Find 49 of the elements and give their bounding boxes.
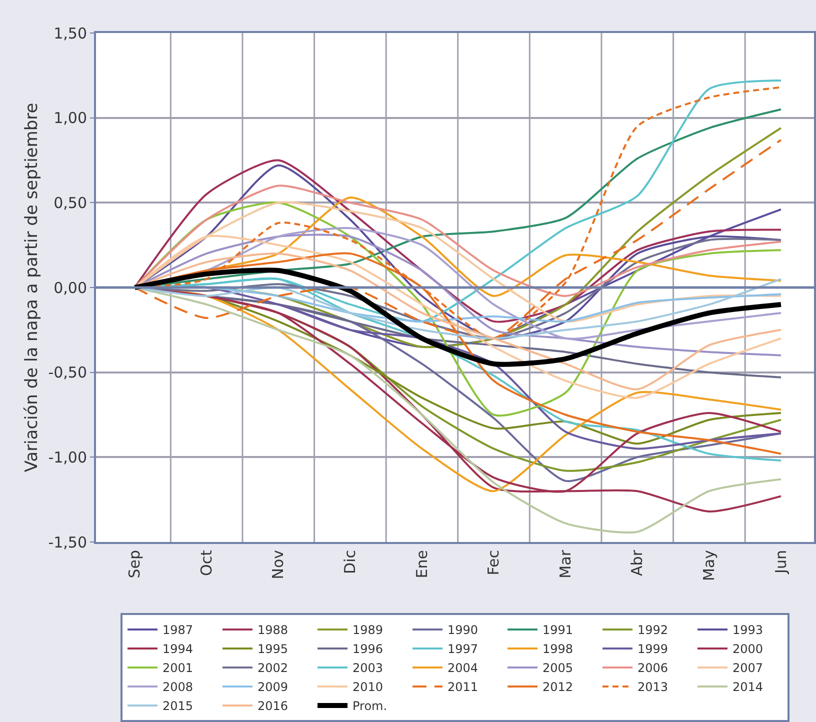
legend-label: 2009	[258, 680, 288, 694]
legend-label: 2004	[448, 661, 478, 676]
x-tick-label: Sep	[126, 550, 144, 578]
legend-label: 2005	[542, 661, 574, 676]
legend-label: 1987	[162, 623, 194, 638]
x-tick-label: Dic	[341, 550, 360, 574]
x-tick-label: Jun	[772, 550, 790, 574]
y-tick-label: -1,00	[48, 448, 87, 466]
legend-label: 1995	[258, 642, 288, 656]
legend-label: 2002	[258, 661, 288, 676]
y-tick-label: -0,50	[48, 364, 87, 382]
legend-label: 1990	[448, 623, 478, 638]
x-tick-label: Fec	[484, 550, 503, 576]
legend-label: 2000	[732, 642, 764, 656]
y-tick-label: 0,00	[54, 278, 87, 297]
x-tick-label: May	[700, 550, 718, 582]
y-axis-title: Variación de la napa a partir de septiembre	[22, 102, 42, 472]
legend-label: 2015	[162, 699, 194, 714]
legend-label: 1993	[732, 623, 764, 638]
legend-label: 2003	[352, 661, 384, 676]
x-tick-label: Abr	[628, 549, 646, 576]
x-tick-label: Nov	[269, 550, 288, 580]
y-tick-label: 1,50	[54, 24, 87, 42]
legend-label: 2007	[732, 661, 764, 676]
legend-label: 1991	[542, 623, 574, 638]
legend-label: 2013	[638, 680, 668, 694]
legend-label: Prom.	[352, 699, 388, 714]
x-tick-label: Oct	[197, 550, 216, 576]
legend-label: 1989	[352, 623, 384, 638]
legend-label: 1998	[542, 642, 574, 656]
legend-label: 2012	[542, 680, 574, 694]
legend-label: 1999	[638, 642, 668, 656]
x-tick-label: Ene	[412, 550, 431, 578]
legend-label: 1994	[162, 642, 194, 656]
legend-label: 1992	[638, 623, 668, 638]
y-tick-label: 1,00	[54, 109, 87, 128]
legend-label: 2014	[732, 680, 764, 694]
legend-label: 2010	[352, 680, 384, 694]
legend-label: 2008	[162, 680, 194, 694]
legend-label: 1996	[352, 642, 384, 656]
legend-label: 1997	[448, 642, 478, 656]
legend-label: 1988	[258, 623, 288, 638]
y-tick-label: 0,50	[54, 194, 87, 212]
legend-label: 2016	[258, 699, 288, 714]
legend-label: 2001	[162, 661, 194, 676]
legend-label: 2011	[448, 680, 478, 694]
x-tick-label: Mar	[556, 549, 574, 578]
y-tick-label: -1,50	[48, 533, 87, 552]
legend-label: 2006	[638, 661, 668, 676]
